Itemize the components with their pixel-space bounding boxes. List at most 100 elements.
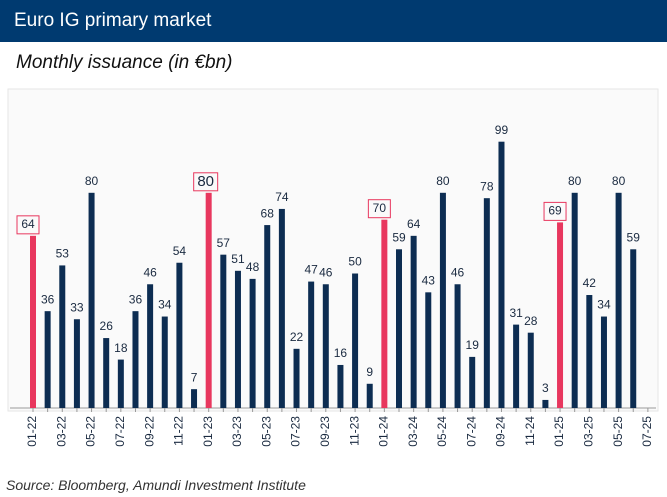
x-tick-label: 07-25 [640,416,654,447]
x-tick-label: 09-24 [494,416,508,447]
data-label: 59 [627,230,641,244]
source: Source: Bloomberg, Amundi Investment Ins… [6,477,306,493]
bar [322,284,329,408]
bar [381,219,388,408]
bar [132,311,139,408]
data-label: 54 [173,244,187,258]
data-label: 64 [21,217,35,231]
x-tick-label: 01-23 [201,416,215,447]
data-label: 31 [509,306,523,320]
bar [73,319,80,408]
data-label: 50 [348,255,362,269]
data-label: 57 [217,236,231,250]
data-label: 69 [548,204,562,218]
bar [147,284,154,408]
x-tick-label: 05-23 [259,416,273,447]
bar [425,292,432,408]
data-label: 59 [392,230,406,244]
bar [59,265,66,408]
header: Euro IG primary market [0,0,667,42]
data-label: 46 [451,265,465,279]
bar [205,192,212,408]
x-tick-label: 07-23 [289,416,303,447]
bar [249,278,256,408]
bar [542,399,549,408]
data-label: 80 [197,173,214,190]
data-label: 18 [114,341,128,355]
bar [308,281,315,408]
data-label: 36 [41,292,55,306]
data-label: 9 [366,365,373,379]
bar [483,198,490,408]
plot-area [7,88,659,412]
data-label: 46 [143,265,157,279]
bar [396,249,402,408]
label-box [16,215,40,235]
data-label: 80 [436,174,450,188]
subtitle: Monthly issuance (in €bn) [16,52,233,73]
data-label: 43 [422,274,436,288]
data-label: 26 [100,319,114,333]
data-label: 22 [290,330,304,344]
x-tick-label: 05-25 [611,416,625,447]
x-tick-label: 11-24 [523,416,537,446]
x-tick-label: 03-25 [581,416,595,447]
x-tick-label: 01-25 [552,416,566,447]
bar [366,383,373,408]
bar [352,273,359,408]
x-tick-label: 01-22 [25,416,39,447]
x-tick-label: 01-24 [377,416,391,447]
bar [527,332,534,408]
bar [234,270,241,408]
x-tick-label: 03-24 [406,416,420,447]
bar [571,192,578,408]
bar [600,316,607,408]
data-label: 42 [583,276,597,290]
x-tick-label: 05-22 [84,416,98,447]
data-label: 51 [231,252,245,266]
data-label: 33 [70,300,84,314]
bar [278,208,285,408]
bar [176,262,183,408]
chart: 01-22 64 36 03-22 53 33 05-22 80 26 07-22 18 36 09-2… [7,88,659,447]
data-label: 47 [304,263,318,277]
bar [191,389,198,408]
bar [30,235,36,408]
bar [293,348,300,408]
data-label: 16 [334,346,348,360]
bar [161,316,168,408]
label-box [193,172,219,192]
x-tick-label: 09-23 [318,416,332,447]
x-tick-label: 07-24 [464,416,478,447]
x-tick-label: 03-22 [54,416,68,447]
label-box [367,199,391,219]
x-tick-label: 03-23 [230,416,244,447]
data-label: 53 [56,247,70,261]
data-label: 78 [480,179,494,193]
bar [586,295,593,408]
bar [615,192,622,408]
data-label: 3 [542,381,549,395]
bar [337,364,344,408]
bar [469,356,476,408]
bar [498,141,505,408]
x-tick-label: 11-22 [172,416,186,446]
data-label: 64 [407,217,421,231]
bar [557,222,564,408]
x-tick-label: 09-22 [142,416,156,447]
bar [220,254,227,408]
data-label: 46 [319,265,333,279]
bar [103,338,110,408]
data-label: 80 [85,174,99,188]
data-label: 28 [524,314,538,328]
data-label: 80 [568,174,582,188]
bar [88,192,95,408]
data-label: 68 [261,206,275,220]
data-label: 36 [129,292,143,306]
data-label: 19 [466,338,480,352]
x-tick-label: 05-24 [435,416,449,447]
data-label: 34 [597,298,611,312]
label-box [543,201,567,221]
data-label: 80 [612,174,626,188]
